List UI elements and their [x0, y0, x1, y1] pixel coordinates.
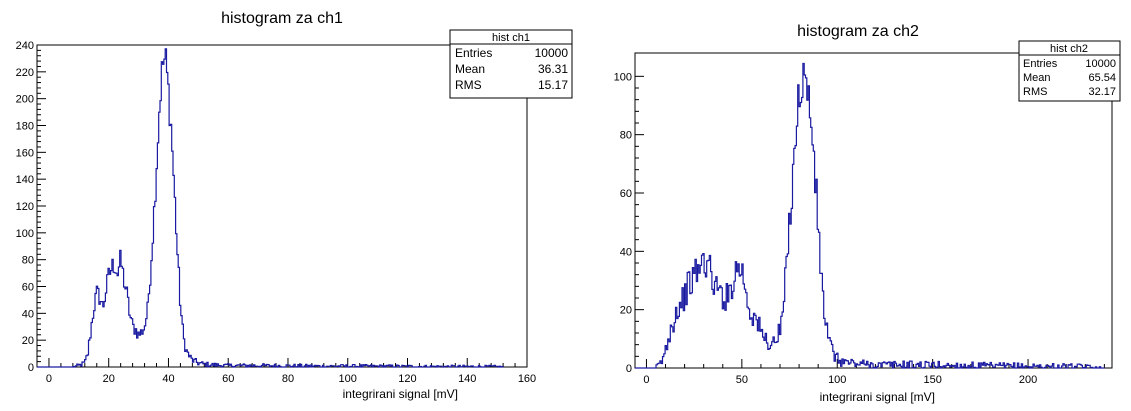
x-tick-label: 0 — [46, 373, 52, 385]
x-axis-label: integrirani signal [mV] — [820, 390, 935, 404]
x-tick-label: 200 — [1019, 374, 1037, 386]
y-tick-label: 220 — [16, 67, 34, 79]
x-tick-label: 140 — [458, 373, 476, 385]
y-axis: 0 20 40 60 80 100 — [614, 71, 644, 375]
stats-label-entries: Entries — [1023, 58, 1058, 70]
chart-title: histogram za ch2 — [797, 23, 919, 40]
stats-label-mean: Mean — [455, 62, 485, 76]
y-tick-label: 0 — [28, 362, 34, 374]
chart-title: histogram za ch1 — [221, 10, 343, 27]
x-axis: 0 20 40 60 80 100 120 140 160 — [36, 358, 536, 385]
stats-label-rms: RMS — [455, 78, 482, 92]
stats-title: hist ch2 — [1050, 43, 1088, 55]
stats-title: hist ch1 — [492, 32, 530, 44]
y-tick-label: 20 — [620, 305, 632, 317]
stats-box: hist ch2 Entries 10000 Mean 65.54 RMS 32… — [1018, 40, 1121, 102]
y-tick-label: 0 — [626, 363, 632, 375]
y-tick-label: 180 — [16, 121, 34, 133]
y-tick-label: 80 — [22, 255, 34, 267]
x-tick-label: 60 — [222, 373, 234, 385]
y-tick-label: 20 — [22, 335, 34, 347]
y-tick-label: 80 — [620, 130, 632, 142]
stats-value-mean: 65.54 — [1088, 72, 1116, 84]
y-tick-label: 140 — [16, 174, 34, 186]
x-axis-label: integrirani signal [mV] — [343, 387, 458, 401]
y-tick-label: 60 — [620, 188, 632, 200]
y-tick-label: 40 — [620, 246, 632, 258]
histogram-series — [635, 62, 1105, 369]
stats-value-rms: 32.17 — [1088, 86, 1116, 98]
x-tick-label: 0 — [643, 374, 649, 386]
y-tick-label: 120 — [16, 201, 34, 213]
stats-value-entries: 10000 — [535, 46, 569, 60]
histogram-series — [37, 48, 504, 368]
x-tick-label: 20 — [103, 373, 115, 385]
y-tick-label: 100 — [614, 71, 632, 83]
stats-value-entries: 10000 — [1085, 58, 1116, 70]
stats-label-entries: Entries — [455, 46, 492, 60]
y-tick-label: 60 — [22, 282, 34, 294]
x-tick-label: 150 — [923, 374, 941, 386]
stats-label-rms: RMS — [1023, 86, 1047, 98]
x-tick-label: 120 — [398, 373, 416, 385]
y-tick-label: 100 — [16, 228, 34, 240]
y-tick-label: 200 — [16, 94, 34, 106]
x-tick-label: 160 — [518, 373, 536, 385]
stats-value-mean: 36.31 — [538, 62, 568, 76]
stats-label-mean: Mean — [1023, 72, 1051, 84]
x-tick-label: 80 — [282, 373, 294, 385]
y-axis: 0 20 40 60 80 100 120 140 160 180 200 220 240 — [16, 40, 46, 374]
x-tick-label: 40 — [162, 373, 174, 385]
panel-ch2: histogram za ch2 0 20 40 60 80 100 0 50 100 150 2… — [614, 23, 1121, 404]
y-tick-label: 40 — [22, 308, 34, 320]
x-axis: 0 50 100 150 200 — [643, 359, 1105, 386]
y-tick-label: 240 — [16, 40, 34, 52]
panel-ch1: histogram za ch1 0 20 40 60 80 100 120 140 160 18… — [16, 10, 573, 401]
stats-value-rms: 15.17 — [538, 78, 568, 92]
x-tick-label: 100 — [828, 374, 846, 386]
x-tick-label: 100 — [339, 373, 357, 385]
stats-box: hist ch1 Entries 10000 Mean 36.31 RMS 15… — [449, 29, 573, 99]
y-tick-label: 160 — [16, 147, 34, 159]
x-tick-label: 50 — [736, 374, 748, 386]
